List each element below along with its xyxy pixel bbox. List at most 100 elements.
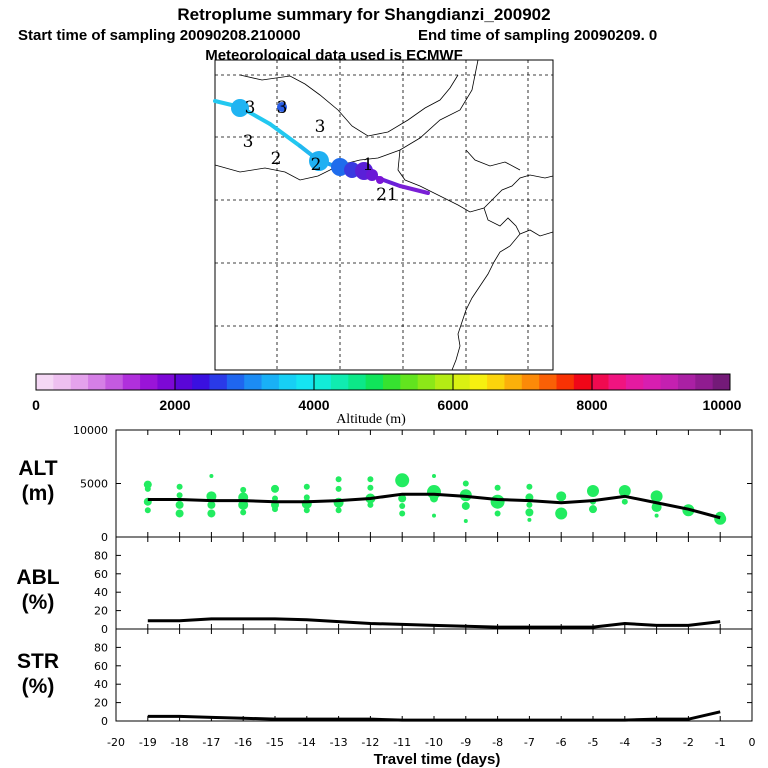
colorbar-swatch — [157, 374, 176, 390]
alt-panel: 0 5000 10000 — [73, 424, 753, 544]
altitude-dot — [432, 474, 436, 479]
colorbar-swatch — [140, 374, 158, 390]
altitude-dot — [399, 510, 406, 517]
trajectory-blobs — [231, 99, 384, 184]
x-tick-label: -17 — [202, 736, 220, 749]
colorbar-swatch — [192, 374, 210, 390]
altitude-dot — [175, 500, 184, 509]
colorbar-swatch — [226, 374, 245, 390]
altitude-dot — [398, 494, 407, 503]
str-panel-title: STR — [17, 650, 59, 673]
day-label: 21 — [376, 185, 398, 205]
x-tick-label: -10 — [425, 736, 443, 749]
altitude-dot — [207, 500, 216, 509]
abl-panel-title: ABL — [16, 566, 59, 589]
altitude-dot — [272, 495, 278, 502]
colorbar-tick-label: 0 — [32, 397, 40, 413]
altitude-dot — [367, 501, 374, 508]
colorbar-swatch — [539, 374, 557, 390]
day-label: 2 — [311, 155, 322, 175]
alt-panel-title: ALT — [18, 457, 57, 480]
x-axis-label: Travel time (days) — [374, 751, 501, 768]
abl-panel-unit: (%) — [22, 591, 55, 614]
figure-title: Retroplume summary for Shangdianzi_20090… — [177, 5, 550, 24]
colorbar-swatch — [261, 374, 280, 390]
trajectory-segment — [268, 122, 302, 148]
x-tick-label: -18 — [171, 736, 189, 749]
colorbar-swatch — [348, 374, 367, 390]
altitude-dot — [144, 485, 151, 492]
altitude-dot — [207, 509, 216, 518]
altitude-dot — [367, 476, 374, 483]
altitude-dot — [526, 483, 533, 490]
colorbar-swatch — [435, 374, 453, 390]
colorbar-swatch — [296, 374, 314, 390]
altitude-dot — [526, 501, 533, 508]
altitude-dot — [335, 485, 342, 492]
x-tick-label: -12 — [361, 736, 379, 749]
x-tick-label: -20 — [107, 736, 125, 749]
colorbar-swatch — [625, 374, 644, 390]
altitude-colorbar — [35, 373, 731, 391]
colorbar-swatch — [417, 374, 436, 390]
altitude-dot — [650, 490, 663, 503]
colorbar-swatch — [521, 374, 540, 390]
y-tick-label: 80 — [94, 641, 108, 654]
day-label: 3 — [277, 98, 288, 118]
colorbar-swatch — [53, 374, 72, 390]
colorbar-swatch — [383, 374, 401, 390]
x-tick-label: -7 — [524, 736, 535, 749]
trajectory-blob — [309, 151, 329, 171]
colorbar-swatch — [209, 374, 228, 390]
colorbar-swatch — [330, 374, 349, 390]
altitude-dot — [618, 484, 631, 497]
altitude-dot — [303, 483, 310, 490]
altitude-dot — [238, 499, 249, 510]
y-tick-label: 10000 — [73, 424, 108, 437]
altitude-dot — [175, 509, 184, 518]
str-panel: 0 20 40 60 80 — [94, 628, 753, 728]
panel-frame — [115, 429, 753, 538]
map-coastlines — [214, 59, 554, 371]
y-tick-label: 80 — [94, 549, 108, 562]
y-tick-label: 60 — [94, 660, 108, 673]
colorbar-swatch — [36, 374, 54, 390]
y-tick-label: 20 — [94, 697, 108, 710]
trajectory-blob — [277, 102, 287, 112]
altitude-dot — [271, 484, 279, 493]
y-tick-label: 5000 — [80, 478, 108, 491]
y-tick-label: 0 — [101, 715, 108, 728]
altitude-dot — [399, 502, 406, 509]
colorbar-swatch — [556, 374, 575, 390]
colorbar-swatch — [105, 374, 124, 390]
colorbar-swatch — [278, 374, 297, 390]
altitude-dot — [176, 483, 183, 490]
altitude-dot — [303, 494, 310, 501]
x-tick-label: -1 — [715, 736, 726, 749]
x-tick-label: -11 — [393, 736, 411, 749]
altitude-dot — [430, 494, 438, 503]
altitude-dot — [490, 494, 505, 509]
altitude-dot — [462, 480, 469, 487]
altitude-dot — [587, 484, 599, 497]
colorbar-tick-label: 4000 — [298, 397, 329, 413]
colorbar-swatch — [660, 374, 679, 390]
day-label: 3 — [315, 117, 326, 137]
altitude-dot — [527, 517, 532, 522]
altitude-dot — [335, 507, 342, 514]
colorbar-swatch — [677, 374, 696, 390]
altitude-dot — [240, 486, 247, 493]
abl-panel: 0 20 40 60 80 — [94, 536, 753, 636]
x-tick-label: -5 — [588, 736, 599, 749]
altitude-dot — [589, 505, 597, 514]
x-tick-label: -13 — [330, 736, 348, 749]
end-time-label: End time of sampling 20090209. 0 — [418, 27, 657, 44]
panel-frame — [115, 536, 753, 630]
day-label: 2 — [271, 149, 282, 169]
colorbar-swatch — [174, 374, 193, 390]
colorbar-tick-label: 8000 — [576, 397, 607, 413]
colorbar-swatch — [643, 374, 661, 390]
trajectory-map: 3 3 3 3 2 2 1 21 — [213, 59, 554, 371]
altitude-dot — [555, 507, 568, 520]
y-tick-label: 60 — [94, 568, 108, 581]
